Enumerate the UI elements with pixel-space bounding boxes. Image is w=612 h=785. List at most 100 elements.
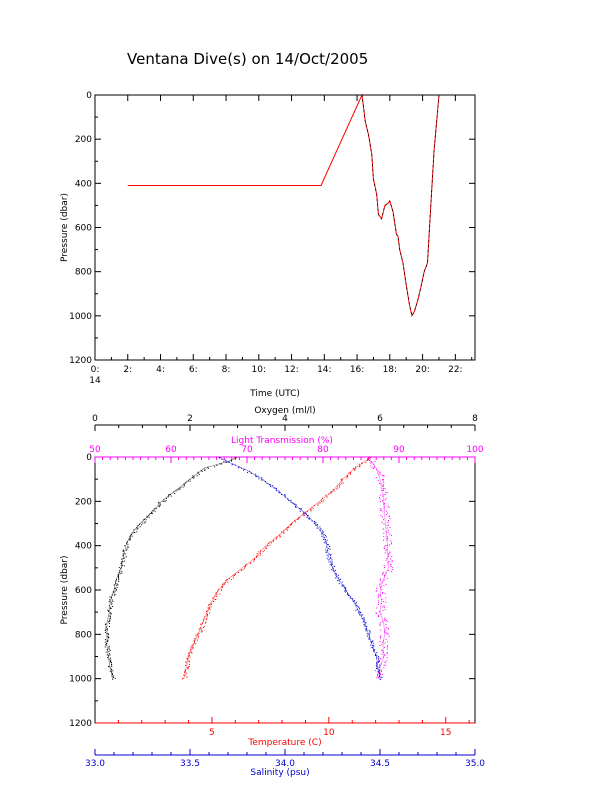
salinity-data-point	[327, 544, 329, 546]
temperature-data-point	[275, 537, 277, 539]
oxygen-data-point	[122, 551, 124, 553]
light-data-point	[375, 612, 377, 614]
light-data-point	[391, 571, 393, 573]
temperature-data-point	[240, 570, 242, 571]
light-data-point	[384, 642, 386, 644]
salinity-data-point	[308, 518, 310, 520]
salinity-data-point	[373, 649, 375, 651]
light-data-point	[388, 570, 390, 572]
light-data-point	[369, 462, 371, 464]
salinity-tick-label: 34.5	[370, 759, 390, 769]
temperature-data-point	[210, 602, 212, 604]
salinity-data-point	[269, 484, 270, 486]
light-data-point	[376, 469, 378, 470]
light-data-point	[383, 535, 385, 537]
temperature-data-point	[216, 594, 218, 596]
salinity-data-point	[359, 614, 361, 616]
salinity-data-point	[349, 596, 351, 598]
temperature-data-point	[266, 547, 268, 549]
oxygen-data-point	[119, 573, 121, 575]
light-data-point	[383, 506, 385, 508]
oxygen-data-point	[105, 644, 107, 646]
oxygen-data-point	[108, 651, 110, 653]
oxygen-data-point	[219, 463, 221, 465]
temperature-data-point	[219, 593, 221, 595]
light-data-point	[385, 545, 387, 546]
salinity-data-point	[353, 601, 355, 602]
salinity-data-point	[379, 670, 380, 672]
salinity-data-point	[330, 555, 332, 557]
temperature-data-point	[185, 662, 187, 664]
temperature-data-point	[200, 630, 202, 632]
light-data-point	[386, 538, 388, 540]
salinity-data-point	[335, 569, 336, 571]
temperature-data-point	[286, 527, 288, 529]
light-data-point	[381, 653, 383, 655]
temperature-data-point	[330, 491, 332, 493]
light-data-point	[379, 657, 381, 659]
oxygen-data-point	[179, 488, 181, 490]
oxygen-data-point	[114, 594, 116, 595]
light-data-point	[385, 597, 387, 599]
salinity-data-point	[264, 481, 266, 483]
light-data-point	[373, 463, 375, 465]
light-data-point	[379, 586, 381, 588]
light-data-point	[383, 576, 385, 578]
temperature-data-point	[319, 502, 321, 504]
oxygen-data-point	[131, 535, 133, 537]
light-axis-label: Light Transmission (%)	[231, 436, 333, 446]
oxygen-data-point	[221, 463, 223, 465]
salinity-data-point	[357, 608, 358, 610]
light-data-point	[381, 521, 383, 523]
light-data-point	[384, 619, 385, 621]
salinity-data-point	[269, 484, 271, 486]
salinity-data-point	[331, 564, 333, 566]
light-data-point	[383, 606, 385, 608]
temperature-data-point	[208, 607, 210, 609]
oxygen-data-point	[234, 458, 236, 460]
temperature-data-point	[354, 469, 356, 471]
oxygen-data-point	[111, 669, 113, 671]
salinity-axis-label: Salinity (psu)	[250, 768, 309, 778]
salinity-data-point	[345, 590, 347, 592]
temperature-data-point	[184, 669, 186, 671]
oxygen-data-point	[118, 576, 120, 578]
temperature-data-point	[283, 532, 285, 534]
salinity-data-point	[347, 592, 348, 594]
oxygen-data-point	[109, 670, 111, 672]
light-data-point	[387, 645, 388, 647]
oxygen-data-point	[113, 584, 115, 586]
temperature-data-point	[310, 510, 312, 512]
salinity-data-point	[326, 551, 328, 553]
salinity-data-point	[261, 477, 263, 479]
light-data-point	[384, 547, 386, 549]
light-data-point	[382, 474, 383, 476]
temperature-data-point	[186, 676, 188, 678]
salinity-data-point	[317, 524, 318, 526]
oxygen-data-point	[123, 565, 125, 567]
light-data-point	[382, 488, 384, 490]
salinity-data-point	[376, 655, 378, 657]
salinity-data-point	[322, 538, 324, 540]
oxygen-data-point	[107, 665, 109, 667]
light-profile-line	[368, 456, 389, 679]
oxygen-tick-label: 6	[377, 414, 383, 424]
bottom-y-tick-label: 0	[86, 453, 92, 463]
temperature-data-point	[341, 482, 343, 484]
temperature-data-point	[367, 458, 369, 460]
temperature-data-point	[222, 583, 224, 585]
light-data-point	[379, 637, 381, 639]
top-y-axis-label: Pressure (dbar)	[60, 193, 70, 262]
temperature-data-point	[260, 552, 261, 554]
light-data-point	[389, 564, 391, 566]
oxygen-data-point	[111, 665, 113, 667]
temperature-data-point	[269, 541, 271, 543]
light-data-point	[383, 605, 385, 607]
salinity-data-point	[234, 464, 236, 466]
salinity-data-point	[372, 647, 374, 649]
temperature-data-point	[272, 541, 274, 543]
oxygen-data-point	[104, 639, 106, 641]
oxygen-data-point	[109, 649, 111, 651]
light-data-point	[376, 590, 378, 592]
light-data-point	[392, 567, 394, 569]
